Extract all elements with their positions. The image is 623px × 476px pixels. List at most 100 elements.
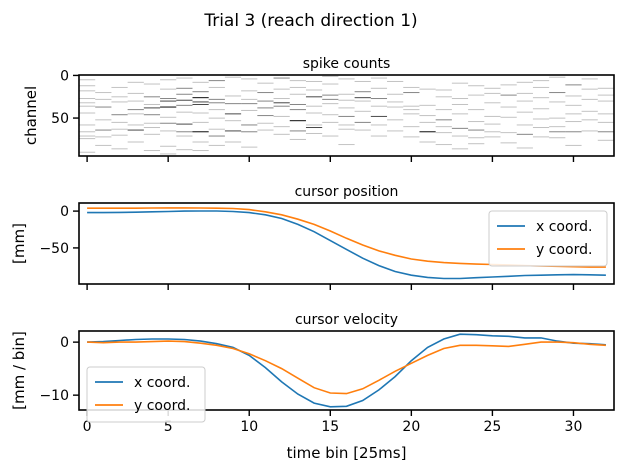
spike-count-cell (370, 115, 388, 117)
spike-count-cell (273, 105, 290, 107)
spike-count-cell (273, 98, 290, 100)
spike-count-cell (338, 99, 355, 101)
spike-count-cell (549, 137, 566, 139)
spike-count-cell (305, 132, 323, 134)
spike-count-cell (532, 127, 550, 129)
spike-count-cell (370, 135, 388, 137)
series-line-xcoord (87, 333, 606, 408)
spike-count-cell (79, 131, 96, 133)
axes-frame (78, 202, 615, 285)
spike-count-cell (516, 81, 533, 83)
spike-count-cell (95, 98, 112, 100)
spike-count-cell (403, 126, 420, 128)
spike-count-cell (176, 149, 193, 151)
spike-count-cell (305, 124, 323, 126)
spike-count-cell (79, 112, 96, 114)
spike-count-cell (387, 130, 404, 132)
spike-count-cell (500, 116, 517, 118)
cursor-position-panel: cursor position 0 −50 [mm] x coord. y coord. (10, 184, 615, 290)
spike-count-cell (111, 96, 128, 98)
spike-count-cell (305, 105, 323, 107)
y-axis-label: channel (22, 86, 40, 145)
y-tick-label: 0 (60, 335, 69, 351)
spike-count-cell (532, 97, 550, 99)
spike-count-cell (305, 96, 323, 98)
spike-count-cell (143, 133, 161, 135)
spike-count-cell (208, 144, 225, 146)
spike-count-cell (468, 94, 485, 96)
spike-count-cell (451, 98, 469, 100)
axes-frame (78, 330, 615, 411)
spike-counts-panel: spike counts 0 50 channel (22, 56, 615, 162)
spike-count-cell (565, 121, 582, 123)
spike-count-cell (549, 101, 566, 103)
legend: x coord. y coord. (488, 210, 608, 267)
spike-count-cell (273, 133, 290, 135)
spike-count-cell (257, 122, 274, 124)
spike-count-cell (516, 92, 533, 94)
spike-count-cell (111, 86, 128, 88)
spike-count-cell (176, 123, 193, 125)
spike-count-cell (111, 148, 128, 150)
spike-count-cell (289, 109, 306, 111)
spike-count-cell (370, 124, 388, 126)
spike-count-cell (160, 116, 177, 118)
spike-count-cell (581, 98, 598, 100)
spike-count-cell (549, 117, 566, 119)
spike-count-cell (468, 137, 485, 139)
spike-count-cell (549, 76, 566, 78)
spike-count-cell (419, 104, 436, 106)
spike-count-cell (79, 135, 96, 137)
spike-count-cell (597, 121, 614, 123)
spike-count-cell (208, 117, 225, 119)
spike-count-cell (370, 77, 388, 79)
spike-count-cell (241, 109, 258, 111)
spike-count-cell (208, 135, 225, 137)
spike-count-cell (581, 110, 598, 112)
spike-count-cell (451, 113, 469, 115)
spike-count-cell (79, 138, 96, 140)
spike-count-cell (403, 113, 420, 115)
spike-count-cell (338, 128, 355, 130)
spike-count-cell (597, 131, 614, 133)
spike-count-cell (111, 121, 128, 123)
spike-count-cell (241, 103, 258, 105)
spike-count-cell (370, 98, 388, 100)
x-tick-label: 10 (240, 419, 258, 435)
spike-count-cell (322, 135, 339, 137)
spike-count-cell (224, 103, 242, 105)
spike-count-cell (111, 134, 128, 136)
spike-count-cell (322, 83, 339, 85)
spike-count-cell (176, 77, 193, 79)
spike-count-cell (176, 111, 193, 113)
spike-count-cell (257, 129, 274, 131)
spike-count-cell (597, 113, 614, 115)
figure-suptitle: Trial 3 (reach direction 1) (203, 11, 417, 31)
spike-count-cell (549, 131, 566, 133)
spike-count-cell (322, 121, 339, 123)
spike-count-cell (127, 113, 144, 115)
spike-count-cell (338, 115, 355, 117)
spike-count-cell (419, 115, 436, 117)
spike-count-cell (435, 132, 452, 134)
spike-count-cell (241, 78, 258, 80)
spike-count-cell (451, 103, 469, 105)
spike-count-cell (273, 126, 290, 128)
spike-count-cell (322, 98, 339, 100)
spike-count-cell (143, 83, 161, 85)
spike-count-cell (565, 131, 582, 133)
spike-count-cell (143, 107, 161, 109)
spike-count-cell (289, 138, 306, 140)
spike-count-cell (127, 81, 144, 83)
spike-count-cell (289, 86, 306, 88)
spike-count-cell (403, 109, 420, 111)
spike-count-cell (419, 88, 436, 90)
spike-count-cell (484, 115, 501, 117)
spike-count-cell (289, 103, 306, 105)
spike-count-cell (597, 139, 614, 141)
series-line-ycoord (87, 340, 606, 395)
spike-count-cell (597, 100, 614, 102)
panel-title: cursor position (295, 184, 399, 200)
spike-count-cell (500, 142, 517, 144)
y-tick-label: −50 (39, 241, 69, 257)
